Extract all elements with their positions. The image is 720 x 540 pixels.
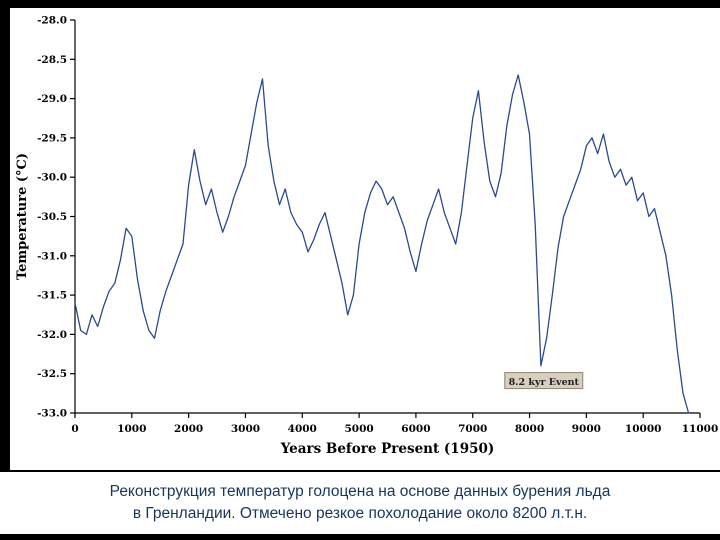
- caption: Реконструкция температур голоцена на осн…: [0, 472, 720, 534]
- x-tick-label: 1000: [117, 423, 146, 435]
- x-tick-label: 10000: [625, 423, 662, 435]
- x-tick-label: 11000: [682, 423, 719, 435]
- y-tick-label: -30.0: [37, 172, 67, 184]
- x-tick-label: 9000: [572, 423, 601, 435]
- x-tick-label: 7000: [458, 423, 487, 435]
- holocene-temperature-line-chart: -28.0 -28.5 -29.0 -29.5 -30.0 -30.5 -31.0 -31.5…: [15, 15, 719, 458]
- caption-line-2: в Гренландии. Отмечено резкое похолодани…: [132, 505, 588, 522]
- caption-line-1: Реконструкция температур голоцена на осн…: [109, 482, 611, 500]
- y-tick-label: -32.0: [37, 329, 67, 341]
- annotation-label-8-2-kyr-event: 8.2 kyr Event: [509, 377, 580, 388]
- y-tick-label: -33.0: [37, 408, 67, 420]
- x-tick-label: 4000: [288, 423, 317, 435]
- y-axis-label: Temperature (°C): [15, 153, 30, 280]
- y-tick-label: -31.0: [37, 250, 67, 262]
- x-tick-label: 5000: [344, 423, 373, 435]
- y-tick-label: -29.0: [37, 93, 67, 105]
- x-tick-label: 8000: [515, 423, 544, 435]
- y-tick-label: -30.5: [37, 211, 67, 223]
- temperature-chart-panel: -28.0 -28.5 -29.0 -29.5 -30.0 -30.5 -31.0 -31.5…: [10, 8, 720, 470]
- x-tick-label: 3000: [231, 423, 260, 435]
- y-tick-label: -29.5: [37, 132, 67, 144]
- y-tick-label: -28.0: [37, 15, 67, 27]
- temperature-series-line: [74, 74, 690, 414]
- y-tick-label: -31.5: [37, 290, 67, 302]
- x-tick-label: 0: [71, 423, 78, 435]
- annotation-box-8-2-kyr-event: [504, 372, 584, 390]
- x-tick-label: 6000: [401, 423, 430, 435]
- x-tick-label: 2000: [174, 423, 203, 435]
- x-axis-label: Years Before Present (1950): [280, 441, 495, 457]
- y-tick-label: -32.5: [37, 368, 67, 380]
- y-tick-label: -28.5: [37, 54, 67, 66]
